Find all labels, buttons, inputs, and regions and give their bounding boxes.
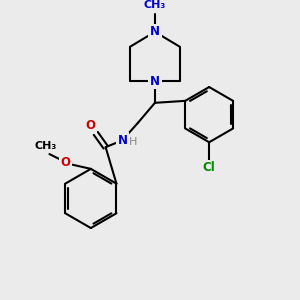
Text: N: N	[117, 134, 128, 147]
Text: O: O	[86, 119, 96, 132]
Text: Cl: Cl	[203, 161, 215, 174]
Text: CH₃: CH₃	[144, 0, 166, 10]
Text: H: H	[129, 137, 137, 147]
Text: O: O	[60, 157, 70, 169]
Text: N: N	[150, 75, 160, 88]
Text: N: N	[150, 25, 160, 38]
Text: CH₃: CH₃	[34, 141, 57, 151]
